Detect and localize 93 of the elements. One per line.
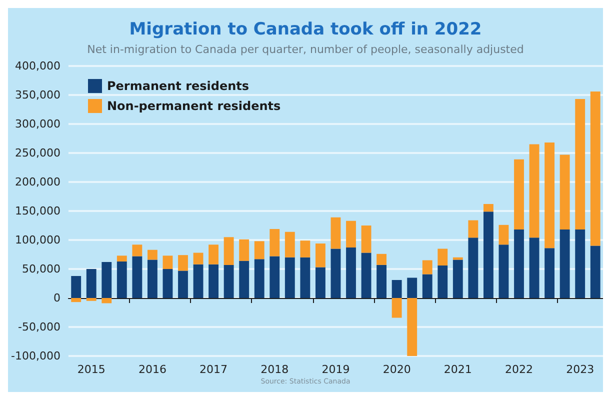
bar bbox=[407, 278, 418, 298]
bar bbox=[422, 274, 432, 298]
x-tick-label: 2018 bbox=[260, 363, 289, 376]
bar bbox=[330, 217, 341, 249]
bar bbox=[300, 257, 310, 298]
bar bbox=[407, 298, 418, 356]
y-tick-label: 100,000 bbox=[14, 234, 60, 246]
legend-label: Non-permanent residents bbox=[107, 99, 281, 113]
bar bbox=[116, 256, 127, 262]
bar bbox=[560, 230, 570, 298]
y-tick-label: 0 bbox=[53, 292, 60, 304]
bar bbox=[132, 244, 142, 256]
bar bbox=[422, 260, 432, 274]
y-tick-label: 50,000 bbox=[22, 262, 60, 276]
bar bbox=[376, 254, 387, 265]
y-tick-label: 150,000 bbox=[14, 204, 60, 218]
x-tick-label: 2016 bbox=[138, 363, 166, 376]
bar bbox=[468, 220, 478, 238]
bar bbox=[71, 276, 82, 298]
bar bbox=[239, 239, 250, 261]
bar bbox=[132, 256, 142, 298]
bar bbox=[330, 248, 341, 298]
bar bbox=[208, 244, 219, 264]
bar bbox=[361, 252, 372, 298]
bar bbox=[315, 243, 326, 268]
bar bbox=[193, 252, 204, 264]
bar bbox=[239, 260, 250, 298]
bar bbox=[224, 237, 234, 265]
bar bbox=[71, 298, 82, 302]
bar bbox=[498, 244, 509, 298]
bar bbox=[529, 144, 540, 238]
bar bbox=[315, 267, 326, 298]
bar bbox=[590, 92, 600, 246]
bar bbox=[102, 298, 112, 304]
x-tick-label: 2015 bbox=[77, 363, 106, 376]
bar bbox=[284, 232, 295, 258]
bar bbox=[270, 256, 280, 298]
y-tick-label: -50,000 bbox=[18, 320, 60, 334]
bar bbox=[346, 248, 356, 298]
bar bbox=[361, 226, 372, 253]
bar bbox=[102, 262, 112, 298]
bar bbox=[575, 230, 586, 298]
bar bbox=[438, 266, 448, 298]
bar bbox=[392, 298, 402, 318]
y-tick-label: 300,000 bbox=[14, 118, 60, 130]
bar bbox=[560, 154, 570, 230]
bar bbox=[147, 260, 158, 298]
x-tick-label: 2019 bbox=[322, 363, 350, 376]
bar bbox=[254, 241, 264, 260]
y-tick-label: 200,000 bbox=[14, 176, 60, 188]
legend-label: Permanent residents bbox=[107, 79, 250, 93]
y-tick-label: 250,000 bbox=[14, 146, 60, 160]
x-tick-label: 2023 bbox=[566, 363, 594, 376]
x-tick-label: 2021 bbox=[444, 363, 472, 376]
bar bbox=[575, 99, 586, 230]
bar bbox=[86, 298, 96, 301]
bar bbox=[178, 270, 188, 298]
bar bbox=[544, 248, 555, 298]
bar bbox=[452, 260, 463, 298]
y-tick-label: -100,000 bbox=[10, 350, 60, 362]
bar bbox=[162, 256, 173, 269]
bar bbox=[284, 257, 295, 298]
bar bbox=[514, 230, 524, 298]
bar bbox=[514, 159, 524, 230]
y-tick-label: 350,000 bbox=[14, 88, 60, 102]
bar bbox=[147, 250, 158, 260]
bar bbox=[86, 269, 96, 298]
bar bbox=[193, 264, 204, 298]
bar bbox=[468, 238, 478, 298]
bar bbox=[116, 261, 127, 298]
bar bbox=[498, 224, 509, 245]
x-tick-label: 2017 bbox=[200, 363, 228, 376]
chart-title: Migration to Canada took off in 2022 bbox=[129, 20, 482, 40]
bar bbox=[483, 212, 494, 298]
bar bbox=[483, 204, 494, 212]
bar bbox=[392, 280, 402, 298]
bar bbox=[346, 220, 356, 248]
bar bbox=[208, 264, 219, 298]
bar bbox=[178, 255, 188, 271]
bar bbox=[270, 228, 280, 256]
x-tick-label: 2022 bbox=[505, 363, 533, 376]
x-tick-label: 2020 bbox=[382, 363, 411, 376]
bar bbox=[376, 264, 387, 298]
y-tick-label: 400,000 bbox=[14, 60, 60, 72]
bar bbox=[224, 264, 234, 298]
chart-subtitle: Net in-migration to Canada per quarter, number of people, seasonally adjusted bbox=[87, 43, 524, 56]
bar bbox=[162, 269, 173, 298]
bar bbox=[529, 238, 540, 298]
bar bbox=[300, 240, 310, 258]
bar bbox=[590, 246, 600, 298]
bar bbox=[438, 248, 448, 266]
bar bbox=[544, 142, 555, 248]
bar bbox=[254, 259, 264, 298]
